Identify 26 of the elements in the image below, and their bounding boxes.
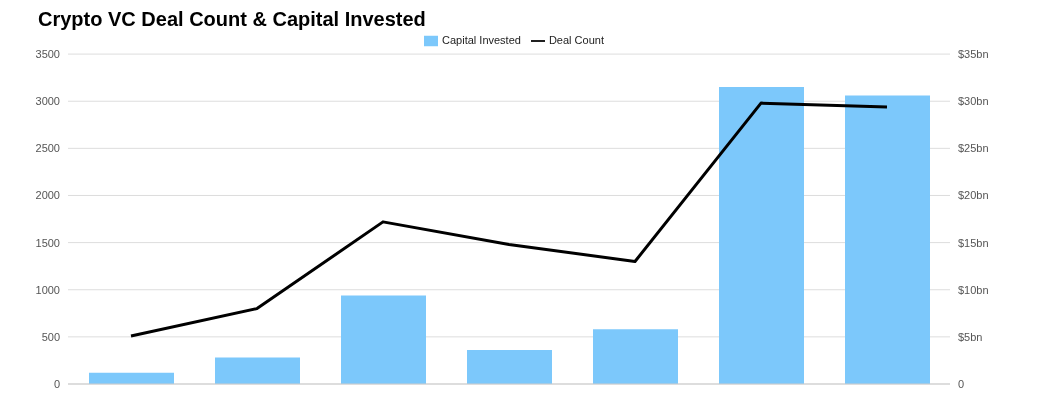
bar bbox=[845, 95, 930, 384]
y-tick-label: 2500 bbox=[35, 142, 60, 155]
y2-tick-label: $20bn bbox=[958, 189, 989, 202]
y-tick-label: 1500 bbox=[35, 236, 60, 249]
y-tick-label: 500 bbox=[41, 330, 60, 343]
y2-tick-label: 0 bbox=[958, 377, 965, 390]
bar bbox=[593, 329, 678, 384]
bar bbox=[341, 295, 426, 384]
y2-tick-label: $30bn bbox=[958, 95, 989, 108]
legend-label: Capital Invested bbox=[442, 34, 521, 46]
y-tick-label: 1000 bbox=[35, 283, 60, 296]
legend-label: Deal Count bbox=[548, 34, 604, 46]
y2-tick-label: $15bn bbox=[958, 236, 989, 249]
chart-title: Crypto VC Deal Count & Capital Invested bbox=[37, 8, 427, 32]
y2-tick-label: $25bn bbox=[958, 142, 989, 155]
y-tick-label: 3000 bbox=[35, 95, 60, 108]
line-series bbox=[129, 101, 889, 338]
bar bbox=[467, 350, 552, 384]
y-tick-label: 0 bbox=[53, 377, 60, 390]
y2-tick-label: $35bn bbox=[958, 48, 989, 60]
bar bbox=[719, 87, 804, 384]
y2-tick-label: $5bn bbox=[958, 330, 983, 343]
bar bbox=[215, 357, 300, 384]
y-tick-label: 3500 bbox=[35, 48, 60, 60]
y2-tick-label: $10bn bbox=[958, 283, 989, 296]
y-tick-label: 2000 bbox=[35, 189, 60, 202]
